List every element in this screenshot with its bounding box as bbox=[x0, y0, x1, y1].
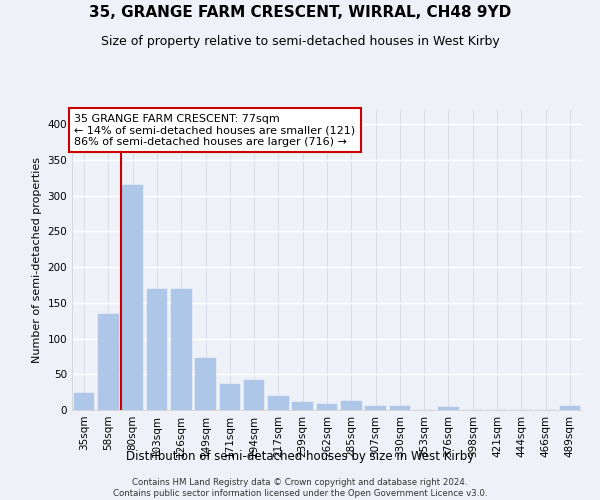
Bar bbox=[171, 288, 191, 410]
Bar bbox=[268, 396, 289, 410]
Bar bbox=[220, 384, 240, 410]
Bar bbox=[74, 393, 94, 410]
Bar bbox=[292, 402, 313, 410]
Bar bbox=[560, 406, 580, 410]
Y-axis label: Number of semi-detached properties: Number of semi-detached properties bbox=[32, 157, 42, 363]
Bar bbox=[317, 404, 337, 410]
Text: 35, GRANGE FARM CRESCENT, WIRRAL, CH48 9YD: 35, GRANGE FARM CRESCENT, WIRRAL, CH48 9… bbox=[89, 5, 511, 20]
Bar bbox=[195, 358, 216, 410]
Text: 35 GRANGE FARM CRESCENT: 77sqm
← 14% of semi-detached houses are smaller (121)
8: 35 GRANGE FARM CRESCENT: 77sqm ← 14% of … bbox=[74, 114, 356, 147]
Bar bbox=[98, 314, 119, 410]
Bar bbox=[389, 406, 410, 410]
Text: Contains HM Land Registry data © Crown copyright and database right 2024.
Contai: Contains HM Land Registry data © Crown c… bbox=[113, 478, 487, 498]
Bar bbox=[122, 185, 143, 410]
Text: Distribution of semi-detached houses by size in West Kirby: Distribution of semi-detached houses by … bbox=[126, 450, 474, 463]
Bar bbox=[244, 380, 265, 410]
Bar bbox=[438, 407, 459, 410]
Text: Size of property relative to semi-detached houses in West Kirby: Size of property relative to semi-detach… bbox=[101, 35, 499, 48]
Bar bbox=[146, 288, 167, 410]
Bar bbox=[341, 400, 362, 410]
Bar bbox=[365, 406, 386, 410]
